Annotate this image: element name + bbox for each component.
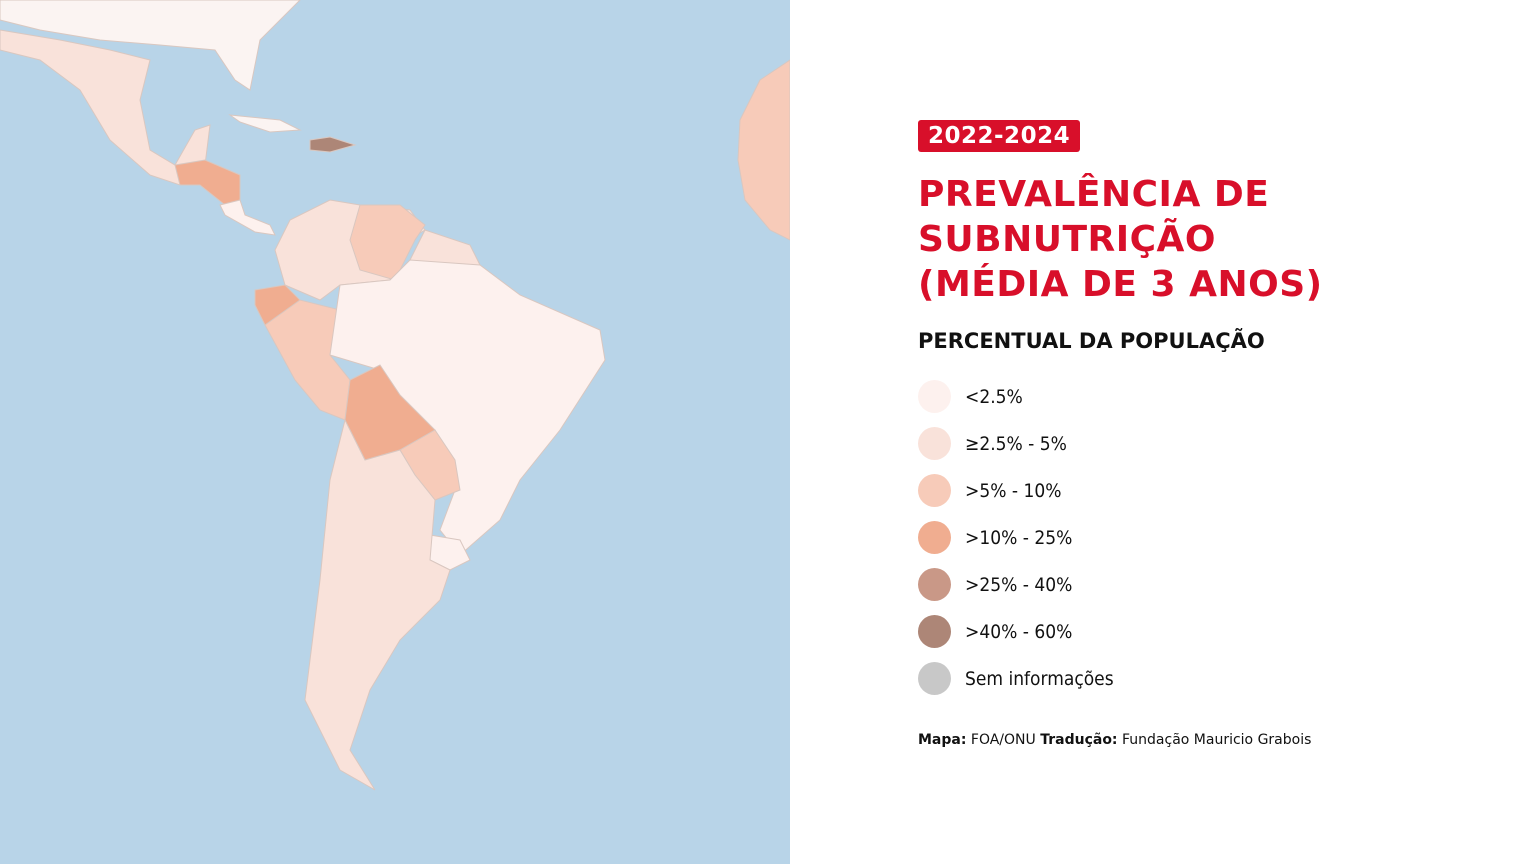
source-value: FOA/ONU [970,732,1036,748]
legend-label: Sem informações [965,667,1114,690]
legend-label: >25% - 40% [965,573,1073,596]
venezuela [349,204,426,281]
legend-item: Sem informações [918,655,1478,702]
legend-label: >10% - 25% [965,526,1073,549]
title-line: PREVALÊNCIA DE [918,174,1270,215]
title: PREVALÊNCIA DE SUBNUTRIÇÃO (MÉDIA DE 3 A… [918,172,1478,307]
legend-item: <2.5% [918,373,1478,420]
source-label: Tradução: [1040,732,1118,748]
argentina-chile [304,418,451,791]
legend-label: >5% - 10% [965,479,1062,502]
source-label: Mapa: [918,732,967,748]
legend-item: >10% - 25% [918,514,1478,561]
legend-item: ≥2.5% - 5% [918,420,1478,467]
legend-swatch [918,380,951,413]
africa [737,59,790,241]
legend-item: >5% - 10% [918,467,1478,514]
north-america [0,0,301,91]
legend-swatch [918,662,951,695]
legend-swatch [918,521,951,554]
legend-label: <2.5% [965,385,1023,408]
legend-swatch [918,615,951,648]
legend: <2.5% ≥2.5% - 5% >5% - 10% >10% - 25% >25% -… [918,373,1478,702]
legend-item: >40% - 60% [918,608,1478,655]
map [0,0,790,864]
source: Mapa: FOA/ONU Tradução: Fundação Maurici… [918,732,1478,748]
legend-swatch [918,568,951,601]
mexico [0,29,211,186]
panel: 2022-2024 PREVALÊNCIA DE SUBNUTRIÇÃO (MÉ… [918,120,1478,748]
source-value: Fundação Mauricio Grabois [1122,732,1312,748]
hispaniola [309,136,357,153]
cuba [228,114,302,133]
title-line: SUBNUTRIÇÃO [918,219,1217,260]
title-line: (MÉDIA DE 3 ANOS) [918,264,1323,305]
legend-label: >40% - 60% [965,620,1073,643]
central-america-south [219,199,276,236]
legend-item: >25% - 40% [918,561,1478,608]
legend-swatch [918,474,951,507]
legend-title: PERCENTUAL DA POPULAÇÃO [918,329,1265,353]
legend-swatch [918,427,951,460]
legend-label: ≥2.5% - 5% [965,432,1067,455]
badge: 2022-2024 [918,120,1081,152]
